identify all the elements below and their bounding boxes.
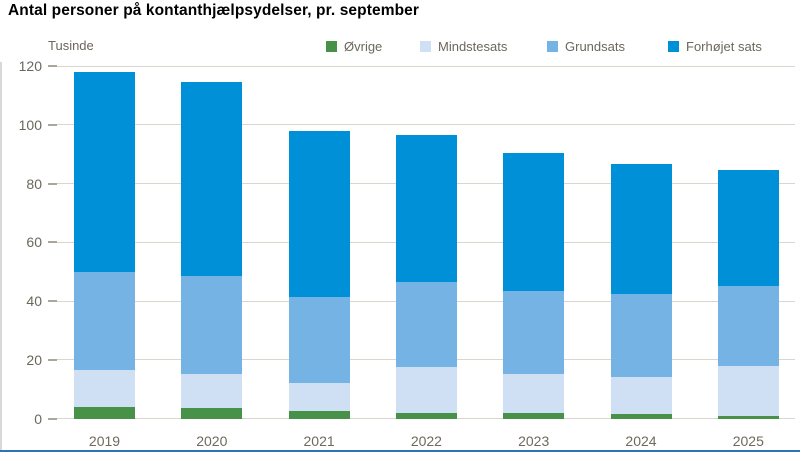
bar-segment-forhøjet-sats [610,164,672,294]
bar-2023 [503,152,565,419]
x-tick-label-2019: 2019 [88,433,121,449]
legend-item-grundsats: Grundsats [547,39,625,54]
bar-2019 [74,71,135,419]
bar-2020 [181,82,243,419]
y-tick-label-80: 80 [26,175,42,192]
bar-segment-grundsats [717,286,779,366]
y-tick-label-120: 120 [18,58,42,74]
gridline-120 [48,65,795,67]
bar-segment-grundsats [288,296,350,384]
bar-segment-forhøjet-sats [717,170,779,287]
bar-segment-øvrige [503,412,565,419]
bar-segment-grundsats [395,281,457,368]
bar-segment-mindstesats [610,377,672,415]
legend-label: Forhøjet sats [686,39,762,54]
bar-segment-mindstesats [74,370,135,407]
bar-2024 [610,164,672,419]
plot-area [48,65,795,420]
bar-segment-mindstesats [717,365,779,416]
bar-segment-grundsats [181,276,243,375]
gridline-0 [48,418,795,419]
y-tick-mark [48,417,57,420]
legend-label: Øvrige [344,39,383,54]
bar-segment-mindstesats [288,383,350,412]
x-tick-label-2023: 2023 [518,433,550,449]
legend-swatch-icon [326,41,337,52]
x-tick-label-2024: 2024 [625,433,657,449]
bar-segment-grundsats [610,293,672,378]
bar-2025 [717,170,779,419]
bar-segment-forhøjet-sats [74,71,135,272]
legend-swatch-icon [547,41,558,52]
x-tick-label-2022: 2022 [410,433,442,449]
bar-segment-grundsats [74,271,135,371]
y-tick-label-100: 100 [18,116,42,133]
bar-segment-mindstesats [395,367,457,413]
legend-swatch-icon [668,41,679,52]
bar-segment-forhøjet-sats [395,135,457,282]
x-tick-label-2025: 2025 [732,433,764,449]
y-tick-mark [48,300,57,302]
bar-segment-forhøjet-sats [503,152,565,291]
y-tick-label-0: 0 [34,410,42,427]
y-tick-mark [48,182,57,185]
legend-item-øvrige: Øvrige [326,39,382,54]
legend-label: Mindstesats [438,39,508,54]
left-border [0,62,2,452]
bar-segment-grundsats [503,290,565,375]
bar-segment-øvrige [74,406,135,419]
bar-segment-øvrige [181,408,243,419]
legend-swatch-icon [420,41,431,52]
legend-item-forhøjet-sats: Forhøjet sats [668,39,762,54]
bar-segment-øvrige [610,414,672,419]
bar-2022 [395,135,457,419]
x-tick-label-2020: 2020 [196,433,228,449]
bar-segment-øvrige [395,412,457,419]
bar-2021 [288,130,350,419]
x-tick-label-2021: 2021 [303,433,335,449]
bar-segment-mindstesats [503,374,565,413]
y-tick-label-20: 20 [26,351,42,368]
bar-segment-mindstesats [181,374,243,409]
chart-title: Antal personer på kontanthjælpsydelser, … [8,2,420,19]
bar-segment-forhøjet-sats [181,82,243,277]
y-tick-mark [48,358,57,361]
y-tick-label-40: 40 [26,293,42,309]
y-tick-mark [48,65,57,67]
bar-segment-øvrige [288,411,350,419]
y-tick-mark [48,241,57,244]
y-unit-label: Tusinde [48,38,94,53]
bottom-border-line [0,450,800,452]
bar-segment-forhøjet-sats [288,130,350,297]
legend-label: Grundsats [565,39,625,54]
legend-item-mindstesats: Mindstesats [420,39,507,54]
bar-segment-øvrige [717,415,779,419]
y-tick-label-60: 60 [26,234,42,251]
y-tick-mark [48,123,57,126]
gridline-100 [48,124,795,126]
